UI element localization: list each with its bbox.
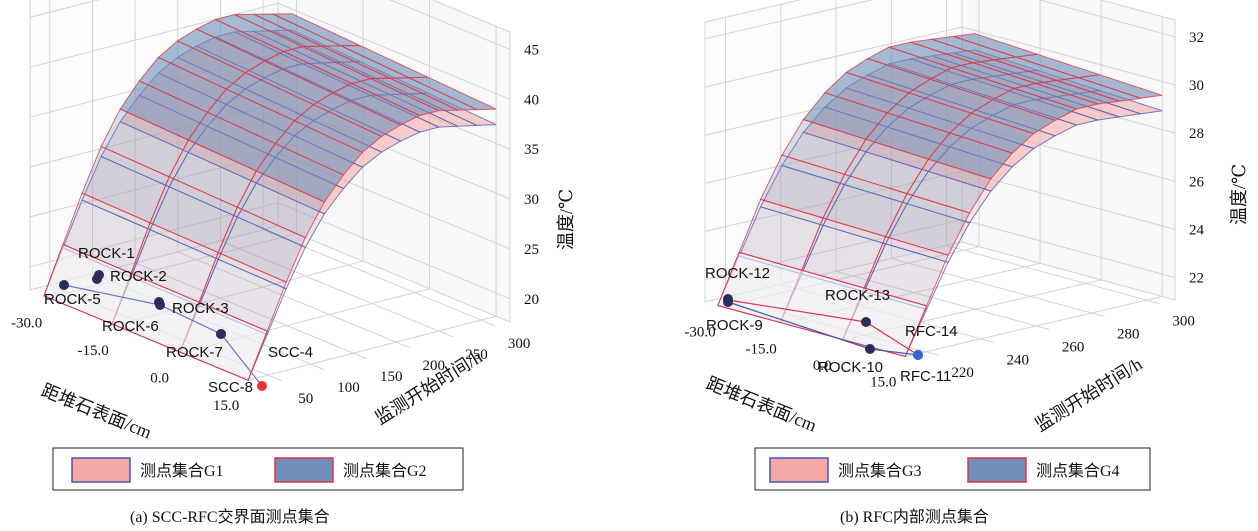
z-tick-label: 28 (1189, 126, 1204, 142)
point-label: SCC-4 (268, 344, 313, 361)
z-axis-title: 温度/℃ (556, 189, 576, 250)
x-tick-label: -30.0 (684, 325, 715, 341)
point-label: ROCK-3 (172, 300, 229, 317)
y-tick-label: 250 (465, 347, 488, 363)
x-tick-label: 0.0 (813, 358, 832, 374)
tick-labels: -30.0 -15.0 0.0 15.0 220 240 260 280 300 22 24 26 28… (684, 30, 1204, 391)
y-tick-label: 100 (337, 380, 360, 396)
point-marker (257, 381, 267, 391)
legend: 测点集合G3 测点集合G4 (754, 447, 1151, 491)
point-label: ROCK-9 (706, 317, 763, 334)
z-gridline (704, 0, 1176, 40)
z-gridline (29, 2, 511, 100)
x-tick-label: 15.0 (213, 398, 239, 414)
x-axis-title: 距堆石表面/cm (39, 380, 155, 442)
y-gridline (891, 258, 1105, 317)
legend-swatch-g3 (769, 457, 829, 483)
x-tick-label: -15.0 (77, 343, 108, 359)
caption-a: (a) SCC-RFC交界面测点集合 (130, 508, 330, 526)
point-marker (155, 300, 165, 310)
z-axis-title: 温度/℃ (1229, 164, 1249, 225)
legend-swatch-g1 (71, 457, 131, 483)
z-gridline (29, 202, 511, 300)
legend-label-g3: 测点集合G3 (838, 462, 922, 480)
point-label: RFC-14 (905, 323, 958, 340)
y-tick-label: 240 (1007, 352, 1030, 368)
legend-label-g4: 测点集合G4 (1036, 462, 1120, 480)
legend-swatch-g2 (274, 457, 334, 483)
point-marker (913, 350, 923, 360)
point-label: ROCK-12 (705, 265, 770, 282)
surface-g-upper (43, 13, 497, 381)
y-tick-label: 150 (380, 369, 403, 385)
y-tick-label: 200 (423, 358, 446, 374)
point-marker (59, 280, 69, 290)
surface-patch (1078, 74, 1163, 99)
z-tick-label: 22 (1189, 271, 1204, 287)
y-gridline (220, 240, 453, 338)
z-tick-label: 45 (524, 42, 539, 58)
point-marker (861, 317, 871, 327)
legend: 测点集合G1 测点集合G2 (52, 447, 464, 491)
legend-label-g1: 测点集合G1 (140, 462, 224, 480)
y-gridline (946, 245, 1160, 305)
point-label: ROCK-2 (110, 268, 167, 285)
point-markers: ROCK-12 ROCK-13 ROCK-9 ROCK-10 RFC-14 RFC-11 (705, 265, 958, 385)
point-label: ROCK-7 (166, 344, 223, 361)
point-marker (723, 297, 733, 307)
caption-b: (b) RFC内部测点集合 (840, 508, 989, 526)
x-gridline (905, 296, 1163, 358)
y-tick-label: 300 (508, 336, 531, 352)
z-tick-label: 25 (524, 242, 539, 258)
z-tick-label: 35 (524, 142, 539, 158)
point-label: RFC-11 (900, 368, 951, 385)
surface-patch (408, 76, 497, 111)
point-label: ROCK-13 (825, 287, 890, 304)
z-tick-label: 20 (524, 292, 539, 308)
point-marker (94, 270, 104, 280)
y-gridline (177, 251, 410, 349)
z-gridline (704, 219, 1176, 281)
z-tick-label: 30 (524, 192, 539, 208)
y-axis-title: 监测开始时间/h (1032, 354, 1146, 436)
z-gridline (704, 26, 1176, 88)
y-tick-label: 260 (1062, 339, 1085, 355)
legend-box (52, 447, 464, 491)
legend-swatch-g4 (967, 457, 1027, 483)
z-tick-label: 24 (1189, 222, 1205, 238)
z-tick-label: 40 (524, 92, 539, 108)
legend-label-g2: 测点集合G2 (343, 462, 427, 480)
panel-b: ROCK-12ROCK-13ROCK-9ROCK-10RFC-14RFC-11 … (684, 0, 1249, 526)
z-tick-label: 26 (1189, 174, 1205, 190)
tick-labels: -30.0 -15.0 0.0 15.0 50 100 150 200 250 300 20 25 30… (11, 42, 539, 414)
y-gridline (835, 270, 1050, 330)
point-label: ROCK-1 (78, 245, 135, 262)
y-gridline (134, 262, 368, 360)
z-gridline (29, 0, 511, 50)
z-tick-label: 32 (1189, 30, 1204, 46)
point-label: ROCK-5 (44, 291, 101, 308)
y-tick-label: 300 (1172, 314, 1195, 330)
point-marker (865, 344, 875, 354)
point-marker (216, 329, 226, 339)
y-tick-label: 220 (951, 365, 974, 381)
point-label: ROCK-10 (818, 359, 883, 376)
z-tick-label: 30 (1189, 78, 1204, 94)
x-tick-label: 0.0 (150, 371, 169, 387)
y-tick-label: 280 (1117, 327, 1140, 343)
y-tick-label: 50 (298, 391, 313, 407)
surface-plot (43, 13, 497, 381)
x-tick-label: -30.0 (11, 316, 42, 332)
x-gridline (247, 315, 497, 381)
x-axis-title: 距堆石表面/cm (704, 373, 820, 435)
x-tick-label: 15.0 (870, 375, 896, 391)
connector-line (63, 284, 263, 387)
point-label: SCC-8 (208, 379, 253, 396)
x-tick-label: -15.0 (745, 341, 776, 357)
point-label: ROCK-6 (102, 318, 159, 335)
